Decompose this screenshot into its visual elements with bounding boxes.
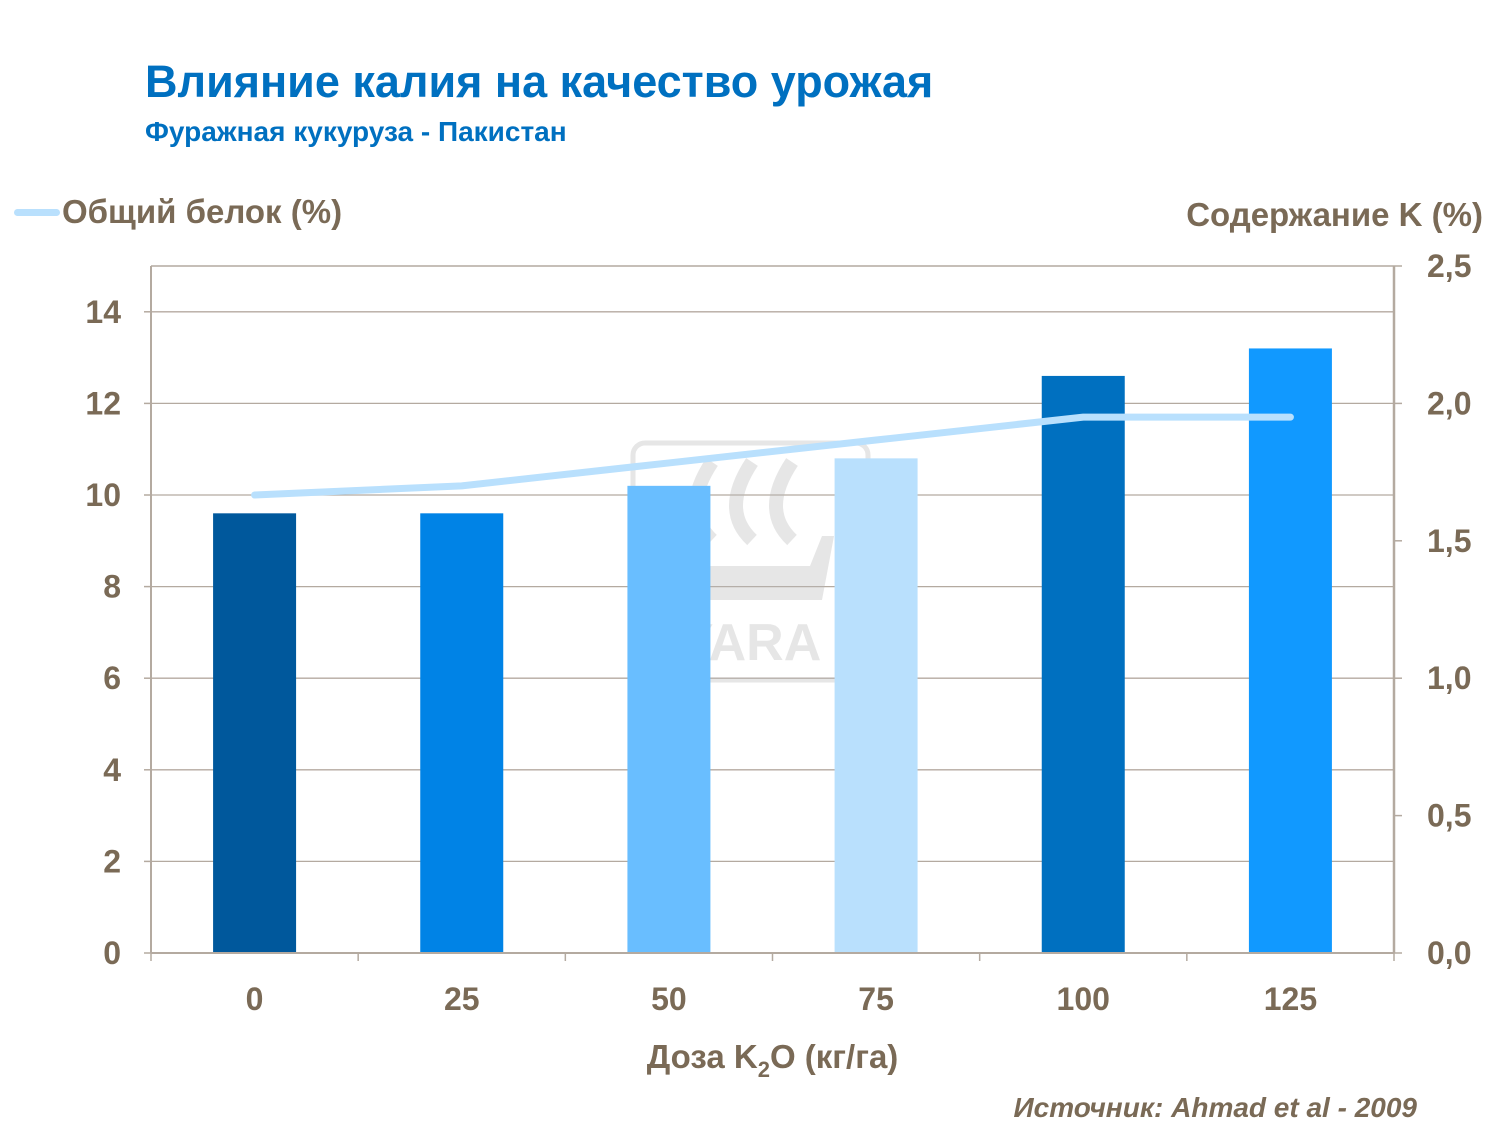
x-axis-title: Доза K2O (кг/га) xyxy=(647,1038,899,1082)
chart-subtitle: Фуражная кукуруза - Пакистан xyxy=(145,116,567,147)
watermark-sail xyxy=(769,458,798,546)
y-tick-label-left: 0 xyxy=(103,935,121,971)
bar xyxy=(1041,375,1125,953)
bar xyxy=(1248,348,1332,953)
x-tick-label: 50 xyxy=(651,981,687,1017)
y-tick-label-left: 14 xyxy=(85,294,121,330)
bar xyxy=(213,513,297,953)
x-tick-label: 125 xyxy=(1264,981,1317,1017)
watermark-sail xyxy=(729,458,758,546)
y-tick-label-right: 0,5 xyxy=(1427,798,1471,834)
source-note: Источник: Ahmad et al - 2009 xyxy=(1013,1092,1417,1123)
y-tick-label-left: 4 xyxy=(103,752,121,788)
bar xyxy=(627,485,711,953)
y-tick-label-left: 12 xyxy=(85,385,121,421)
y-axis-right-title: Содержание K (%) xyxy=(1186,196,1483,233)
x-tick-label: 75 xyxy=(858,981,894,1017)
legend: Общий белок (%) xyxy=(14,193,342,231)
y-tick-label-left: 6 xyxy=(103,660,121,696)
y-tick-label-right: 2,5 xyxy=(1427,248,1471,284)
bar xyxy=(834,458,918,953)
legend-line-swatch xyxy=(14,208,60,216)
chart-title: Влияние калия на качество урожая xyxy=(145,56,934,107)
y-tick-label-left: 10 xyxy=(85,477,121,513)
bar xyxy=(420,513,504,953)
y-tick-label-right: 1,5 xyxy=(1427,523,1471,559)
x-tick-label: 100 xyxy=(1057,981,1110,1017)
y-tick-label-right: 0,0 xyxy=(1427,935,1471,971)
x-tick-label: 0 xyxy=(246,981,264,1017)
legend-label: Общий белок (%) xyxy=(62,193,343,230)
y-tick-label-left: 8 xyxy=(103,569,121,605)
protein-line xyxy=(251,413,1294,499)
y-tick-label-right: 2,0 xyxy=(1427,385,1471,421)
y-tick-label-right: 1,0 xyxy=(1427,660,1471,696)
x-tick-label: 25 xyxy=(444,981,480,1017)
y-tick-label-left: 2 xyxy=(103,843,121,879)
